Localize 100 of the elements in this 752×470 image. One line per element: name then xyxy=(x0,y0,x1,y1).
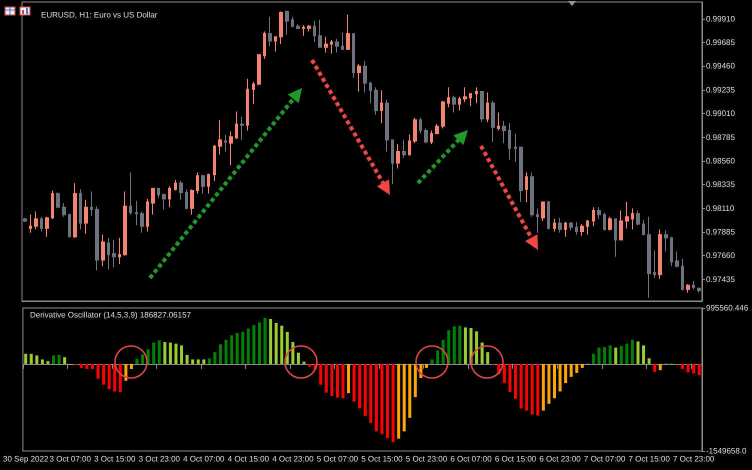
candlestick xyxy=(79,188,82,230)
candlestick xyxy=(541,202,545,222)
bar xyxy=(552,364,556,398)
candlestick xyxy=(201,174,205,194)
bar xyxy=(46,361,50,364)
candlestick xyxy=(413,117,417,144)
candlestick xyxy=(402,139,406,158)
candlestick xyxy=(174,179,177,191)
bar xyxy=(414,364,417,398)
bar xyxy=(608,345,612,364)
x-tick-label: 7 Oct 07:00 xyxy=(584,454,626,464)
candlestick xyxy=(23,217,27,223)
bar xyxy=(324,364,328,393)
candlestick xyxy=(675,251,679,268)
candlestick xyxy=(268,16,272,47)
bar xyxy=(547,364,550,404)
bar xyxy=(536,364,540,416)
candlestick xyxy=(318,19,322,48)
bar xyxy=(603,347,606,364)
candlestick xyxy=(508,122,511,160)
bar xyxy=(369,364,372,423)
candlestick xyxy=(636,210,640,226)
y-tick-label: 0.99460 xyxy=(706,62,736,71)
y-tick-label: 0.99235 xyxy=(706,85,736,94)
bar xyxy=(108,364,111,390)
candlestick xyxy=(374,86,378,116)
candlestick xyxy=(463,86,467,103)
candlestick xyxy=(346,14,350,50)
candlestick xyxy=(51,190,54,220)
x-tick-label: 3 Oct 15:00 xyxy=(94,454,136,464)
candlestick xyxy=(536,208,539,234)
bar xyxy=(636,341,640,364)
y-tick-label: 0.97435 xyxy=(706,274,736,284)
candlestick xyxy=(419,117,422,134)
candlestick xyxy=(185,188,188,210)
candlestick xyxy=(458,96,461,111)
candlestick xyxy=(263,30,266,60)
bar xyxy=(35,356,38,364)
candlestick xyxy=(73,182,77,238)
candlestick xyxy=(330,39,333,54)
x-tick-label: 3 Oct 23:00 xyxy=(138,454,181,464)
text: EURUSD, H1: Euro vs US Dollar xyxy=(41,10,158,20)
candlestick xyxy=(168,186,171,208)
candlestick xyxy=(363,60,367,94)
x-tick-label: 7 Oct 23:00 xyxy=(672,454,715,464)
bar xyxy=(442,340,445,364)
bar xyxy=(486,352,490,364)
candlestick xyxy=(447,86,450,108)
candlestick xyxy=(62,202,66,218)
candlestick xyxy=(151,188,155,216)
bar xyxy=(570,364,573,377)
candlestick xyxy=(686,284,690,294)
candlestick xyxy=(56,192,60,208)
candlestick xyxy=(575,222,578,236)
candlestick xyxy=(90,191,93,216)
bar xyxy=(592,354,595,364)
bar xyxy=(580,364,584,368)
x-tick-label: 4 Oct 15:00 xyxy=(228,454,270,464)
candlestick xyxy=(530,172,534,218)
bar xyxy=(620,346,623,364)
candlestick xyxy=(252,82,255,105)
bar xyxy=(480,342,484,364)
candlestick xyxy=(424,128,428,144)
candlestick xyxy=(146,198,149,232)
bar xyxy=(85,364,88,369)
bar xyxy=(141,354,144,364)
bar xyxy=(191,359,194,364)
bar xyxy=(352,364,356,402)
bar xyxy=(475,331,478,364)
candlestick xyxy=(352,33,355,78)
bar xyxy=(63,357,66,364)
x-tick-label: 3 Oct 07:00 xyxy=(50,454,92,464)
bar xyxy=(514,364,518,399)
candlestick xyxy=(435,124,439,134)
x-tick-label: 6 Oct 07:00 xyxy=(450,454,492,464)
candlestick xyxy=(335,38,339,54)
candlestick xyxy=(547,200,550,230)
bar xyxy=(219,344,222,364)
bar xyxy=(296,352,300,364)
candlestick xyxy=(302,24,305,36)
candlestick xyxy=(441,100,445,129)
y-tick-label: 0.98335 xyxy=(706,180,736,190)
y-tick-label: 0.98110 xyxy=(706,204,735,213)
y-tick-label: 0.99010 xyxy=(706,109,736,118)
candlestick xyxy=(235,110,238,140)
candlestick xyxy=(519,146,523,203)
bar xyxy=(186,354,189,364)
bar xyxy=(136,358,139,364)
bar xyxy=(520,364,523,408)
bar xyxy=(386,364,389,438)
bar xyxy=(274,322,278,364)
bar xyxy=(347,364,350,394)
candlestick xyxy=(190,188,194,216)
bar xyxy=(236,333,239,364)
bar xyxy=(336,364,339,398)
candlestick xyxy=(491,100,495,143)
candlestick xyxy=(324,36,328,54)
candlestick xyxy=(592,206,595,227)
bar xyxy=(630,340,634,364)
candlestick xyxy=(68,213,71,238)
